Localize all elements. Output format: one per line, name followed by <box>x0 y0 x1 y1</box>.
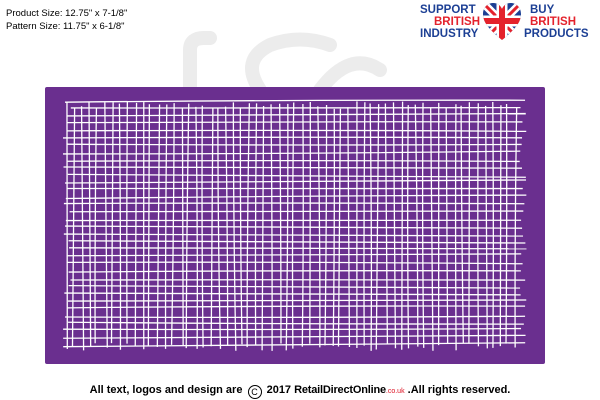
grid-vertical-line <box>239 107 243 345</box>
grid-vertical-line <box>499 105 502 347</box>
footer-brand-suffix: .co.uk <box>385 388 405 395</box>
crosshatch-grid-pattern <box>63 99 527 351</box>
grid-horizontal-line <box>68 285 521 289</box>
grid-horizontal-line <box>65 194 527 200</box>
footer-year: 2017 <box>266 384 292 396</box>
grid-horizontal-line <box>63 233 524 237</box>
grid-horizontal-line <box>68 321 524 325</box>
grid-horizontal-line <box>67 121 523 124</box>
grid-horizontal-line <box>68 240 526 244</box>
grid-horizontal-line <box>64 99 526 103</box>
footer-prefix: All text, logos and design are <box>89 384 243 396</box>
grid-vertical-line <box>430 107 434 351</box>
grid-vertical-line <box>279 103 282 344</box>
grid-vertical-line <box>88 102 92 347</box>
badge-british-left-text: BRITISH <box>434 16 480 28</box>
product-size-text: Product Size: 12.75" x 7-1/8" <box>6 8 128 19</box>
grid-vertical-line <box>104 102 108 348</box>
grid-horizontal-line <box>64 179 527 184</box>
watermark-icon <box>183 31 387 97</box>
grid-vertical-line <box>401 101 404 350</box>
badge-products-text: PRODUCTS <box>524 28 589 40</box>
copyright-icon: C <box>247 385 262 399</box>
grid-horizontal-line <box>63 136 523 139</box>
grid-horizontal-line <box>69 210 524 213</box>
grid-horizontal-line <box>67 159 520 163</box>
grid-vertical-line <box>246 103 251 348</box>
grid-vertical-line <box>224 106 229 346</box>
grid-vertical-line <box>384 103 389 344</box>
grid-horizontal-line <box>66 112 526 117</box>
grid-vertical-line <box>392 102 397 349</box>
badge-support-text: SUPPORT <box>420 4 476 16</box>
grid-horizontal-line <box>66 129 527 133</box>
grid-horizontal-line <box>68 270 521 273</box>
union-jack-heart-icon <box>483 3 521 40</box>
grid-vertical-line <box>195 106 198 349</box>
grid-vertical-line <box>110 102 114 344</box>
grid-horizontal-line <box>64 315 526 319</box>
grid-vertical-line <box>170 103 175 345</box>
support-british-badge: SUPPORT BRITISH INDUSTRY BUY BRITISH PRO… <box>420 2 596 42</box>
grid-vertical-line <box>445 108 449 344</box>
footer-suffix: .All rights reserved. <box>407 384 511 396</box>
badge-british-right-text: BRITISH <box>530 16 576 28</box>
grid-vertical-line <box>217 108 222 349</box>
grid-vertical-line <box>421 102 425 348</box>
grid-vertical-line <box>484 105 488 349</box>
grid-horizontal-line <box>63 342 526 348</box>
grid-horizontal-line <box>63 166 522 169</box>
grid-vertical-line <box>492 101 494 348</box>
grid-horizontal-line <box>63 327 522 331</box>
grid-vertical-line <box>126 101 129 344</box>
badge-buy-text: BUY <box>530 4 555 16</box>
copyright-footer: All text, logos and design are C 2017 Re… <box>0 384 600 399</box>
pattern-size-text: Pattern Size: 11.75" x 6-1/8" <box>6 21 125 32</box>
product-specs: Product Size: 12.75" x 7-1/8" Pattern Si… <box>6 7 127 33</box>
grid-vertical-line <box>414 104 419 347</box>
footer-brand: RetailDirectOnline <box>294 384 386 396</box>
grid-vertical-line <box>156 104 161 348</box>
grid-horizontal-line <box>64 292 521 296</box>
grid-vertical-line <box>363 102 366 346</box>
grid-horizontal-line <box>66 143 522 146</box>
grid-vertical-line <box>254 103 258 345</box>
grid-vertical-line <box>375 104 380 350</box>
grid-vertical-line <box>261 105 265 351</box>
grid-vertical-line <box>147 104 151 346</box>
grid-vertical-line <box>460 105 464 344</box>
grid-vertical-line <box>477 103 480 347</box>
badge-industry-text: INDUSTRY <box>420 28 479 40</box>
grid-vertical-line <box>301 104 304 347</box>
grid-vertical-line <box>134 102 138 347</box>
grid-vertical-line <box>505 104 508 344</box>
grid-horizontal-line <box>68 299 527 302</box>
grid-horizontal-line <box>66 253 522 257</box>
grid-vertical-line <box>80 106 85 351</box>
grid-horizontal-line <box>69 247 527 250</box>
grid-vertical-line <box>324 104 328 346</box>
grid-vertical-line <box>185 103 190 349</box>
grid-horizontal-line <box>66 261 523 265</box>
grid-vertical-line <box>407 105 410 349</box>
grid-horizontal-line <box>63 334 526 339</box>
grid-horizontal-line <box>63 150 521 155</box>
grid-vertical-line <box>291 102 295 349</box>
grid-horizontal-line <box>67 305 526 309</box>
grid-horizontal-line <box>67 173 526 178</box>
grid-horizontal-line <box>63 202 525 205</box>
grid-horizontal-line <box>65 225 523 229</box>
grid-vertical-line <box>309 101 311 344</box>
stencil-panel <box>45 87 545 364</box>
